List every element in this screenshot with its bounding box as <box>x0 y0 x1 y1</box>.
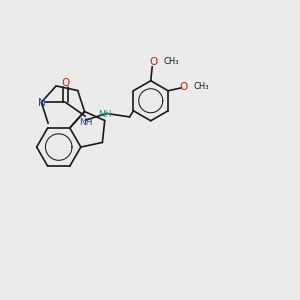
Text: CH₃: CH₃ <box>194 82 209 91</box>
Text: NH: NH <box>79 118 93 127</box>
Text: O: O <box>150 57 158 67</box>
Text: O: O <box>61 78 70 88</box>
Text: N: N <box>38 98 46 108</box>
Text: O: O <box>180 82 188 92</box>
Text: CH₃: CH₃ <box>164 57 179 66</box>
Text: NH: NH <box>98 110 112 118</box>
